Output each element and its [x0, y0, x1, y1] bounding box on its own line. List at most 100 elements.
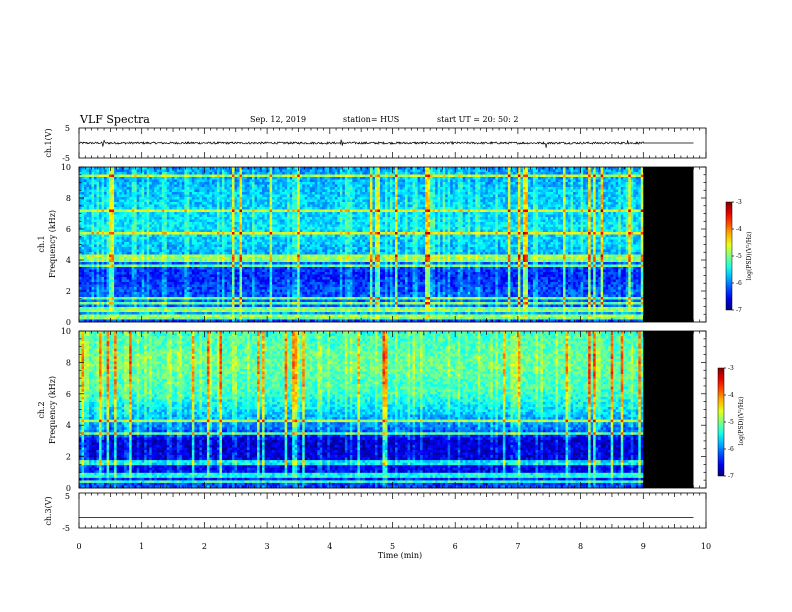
spectrogram-cell	[488, 175, 491, 178]
spectrogram-cell	[355, 172, 358, 175]
spectrogram-cell	[633, 185, 636, 188]
spectrogram-cell	[224, 202, 227, 205]
spectrogram-cell	[297, 200, 300, 203]
spectrogram-cell	[305, 195, 308, 198]
spectrogram-cell	[92, 167, 95, 170]
spectrogram-cell	[99, 190, 102, 193]
spectrogram-cell	[192, 197, 195, 200]
spectrogram-cell	[448, 195, 451, 198]
spectrogram-cell	[448, 187, 451, 190]
spectrogram-cell	[132, 187, 135, 190]
spectrogram-cell	[530, 197, 533, 200]
spectrogram-cell	[423, 175, 426, 178]
spectrogram-cell	[295, 197, 298, 200]
spectrogram-cell	[618, 197, 621, 200]
spectrogram-cell	[257, 167, 260, 170]
spectrogram-cell	[533, 167, 536, 170]
spectrogram-cell	[367, 177, 370, 180]
spectrogram-cell	[194, 175, 197, 178]
spectrogram-cell	[267, 177, 270, 180]
spectrogram-cell	[320, 170, 323, 173]
spectrogram-cell	[382, 192, 385, 195]
spectrogram-cell	[337, 167, 340, 170]
spectrogram-cell	[252, 170, 255, 173]
spectrogram-cell	[385, 195, 388, 198]
spectrogram-cell	[142, 182, 145, 185]
spectrogram-cell	[636, 172, 639, 175]
spectrogram-cell	[260, 202, 263, 205]
spectrogram-cell	[282, 170, 285, 173]
spectrogram-cell	[611, 175, 614, 178]
spectrogram-cell	[222, 200, 225, 203]
spectrogram-cell	[355, 170, 358, 173]
spectrogram-cell	[164, 202, 167, 205]
spectrogram-cell	[350, 195, 353, 198]
spectrogram-cell	[608, 195, 611, 198]
spectrogram-cell	[250, 180, 253, 183]
spectrogram-cell	[347, 205, 350, 208]
spectrogram-cell	[387, 170, 390, 173]
spectrogram-cell	[618, 202, 621, 205]
spectrogram-cell	[152, 190, 155, 193]
spectrogram-cell	[357, 190, 360, 193]
spectrogram-cell	[638, 190, 641, 193]
spectrogram-cell	[510, 197, 513, 200]
spectrogram-cell	[177, 180, 180, 183]
spectrogram-cell	[581, 170, 584, 173]
spectrogram-cell	[157, 187, 160, 190]
spectrogram-cell	[227, 185, 230, 188]
spectrogram-cell	[367, 195, 370, 198]
spectrogram-cell	[112, 180, 115, 183]
spectrogram-cell	[433, 177, 436, 180]
spectrogram-cell	[545, 170, 548, 173]
spectrogram-cell	[285, 200, 288, 203]
spectrogram-cell	[255, 187, 258, 190]
spectrogram-cell	[222, 172, 225, 175]
spectrogram-cell	[438, 187, 441, 190]
spectrogram-cell	[87, 185, 90, 188]
spectrogram-cell	[167, 170, 170, 173]
spectrogram-cell	[300, 187, 303, 190]
spectrogram-cell	[257, 182, 260, 185]
spectrogram-cell	[152, 172, 155, 175]
spectrogram-cell	[245, 202, 248, 205]
spectrogram-cell	[480, 187, 483, 190]
spectrogram-cell	[390, 202, 393, 205]
spectrogram-cell	[568, 172, 571, 175]
spectrogram-cell	[377, 172, 380, 175]
spectrogram-cell	[219, 175, 222, 178]
spectrogram-cell	[177, 187, 180, 190]
spectrogram-cell	[460, 175, 463, 178]
spectrogram-cell	[551, 200, 554, 203]
spectrogram-cell	[573, 187, 576, 190]
spectrogram-cell	[229, 167, 232, 170]
spectrogram-cell	[360, 192, 363, 195]
spectrogram-cell	[377, 177, 380, 180]
spectrogram-cell	[638, 167, 641, 170]
spectrogram-cell	[287, 192, 290, 195]
spectrogram-cell	[598, 177, 601, 180]
spectrogram-cell	[588, 190, 591, 193]
spectrogram-cell	[370, 177, 373, 180]
spectrogram-cell	[493, 185, 496, 188]
spectrogram-cell	[167, 172, 170, 175]
spectrogram-cell	[395, 167, 398, 170]
spectrogram-cell	[127, 202, 130, 205]
spectrogram-cell	[169, 187, 172, 190]
spectrogram-cell	[112, 192, 115, 195]
spectrogram-cell	[144, 170, 147, 173]
spectrogram-cell	[240, 205, 243, 208]
spectrogram-cell	[265, 192, 268, 195]
spectrogram-cell	[350, 190, 353, 193]
spectrogram-cell	[164, 172, 167, 175]
spectrogram-cell	[345, 170, 348, 173]
spectrogram-cell	[508, 175, 511, 178]
spectrogram-cell	[217, 205, 220, 208]
spectrogram-cell	[561, 182, 564, 185]
spectrogram-cell	[428, 192, 431, 195]
spectrogram-cell	[618, 182, 621, 185]
spectrogram-cell	[167, 200, 170, 203]
spectrogram-cell	[573, 182, 576, 185]
spectrogram-cell	[408, 177, 411, 180]
spectrogram-cell	[408, 192, 411, 195]
